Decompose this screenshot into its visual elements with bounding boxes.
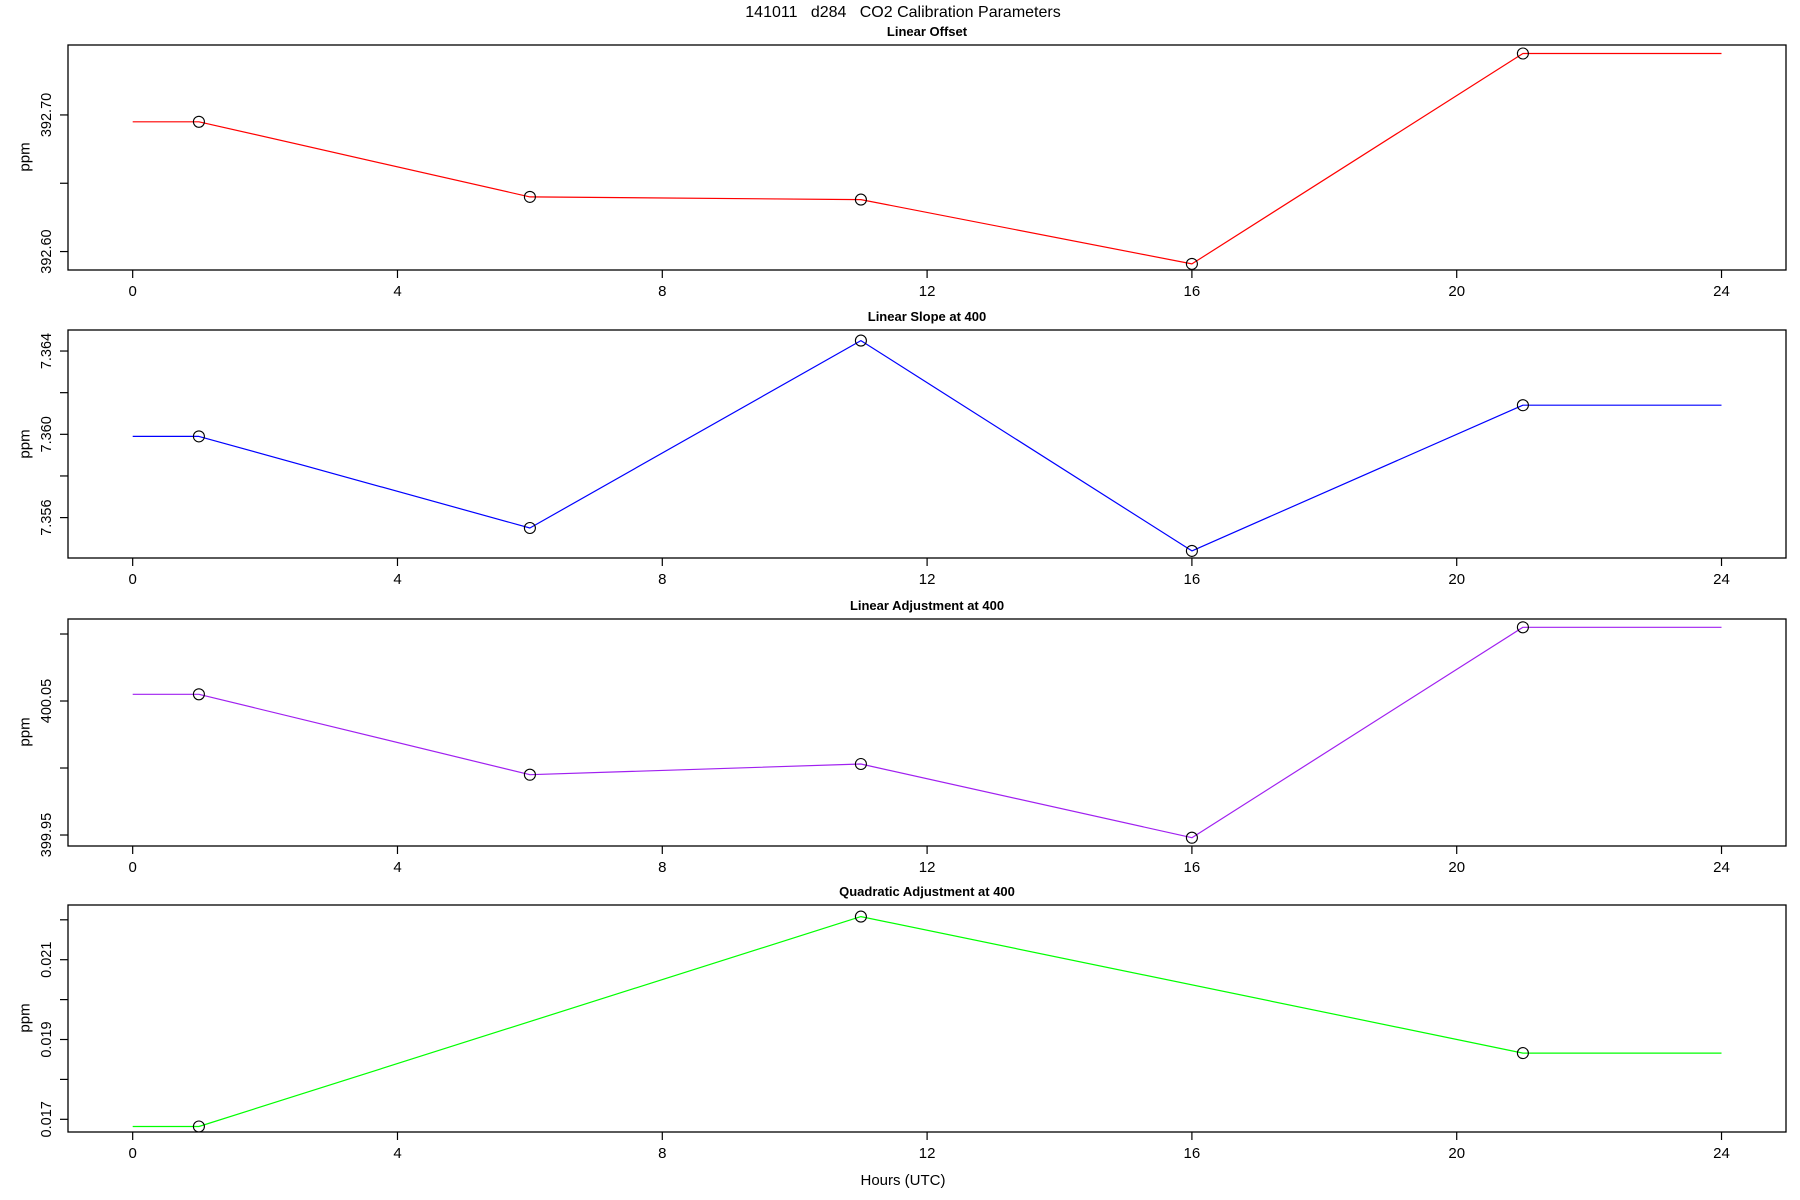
panel-1: 392.60 392.70 0 4 8 12 16 20 24 xyxy=(39,44,1787,300)
y-axis-label-panel-3: ppm xyxy=(16,717,34,747)
data-point-marker xyxy=(192,115,205,128)
x-tick-label: 4 xyxy=(393,1145,401,1162)
x-tick-label: 0 xyxy=(129,859,137,876)
plot-box xyxy=(67,904,1787,1133)
x-tick-label: 24 xyxy=(1713,859,1730,876)
series-line xyxy=(132,626,1722,839)
data-point-marker xyxy=(1516,621,1529,634)
data-point-marker xyxy=(523,768,536,781)
series-line xyxy=(132,52,1722,265)
y-axis-label-panel-4: ppm xyxy=(16,1003,34,1033)
y-tick-label: 392.70 xyxy=(39,93,55,137)
x-tick-label: 20 xyxy=(1448,571,1465,588)
x-tick-label: 4 xyxy=(393,859,401,876)
y-tick-label: 7.360 xyxy=(39,416,55,452)
panel-title-quadratic-adjustment: Quadratic Adjustment at 400 xyxy=(839,884,1015,899)
data-point-marker xyxy=(854,334,867,347)
x-tick-label: 12 xyxy=(919,571,936,588)
y-tick-label: 392.60 xyxy=(39,229,55,273)
data-point-marker xyxy=(1516,1047,1529,1060)
data-point-marker xyxy=(523,190,536,203)
x-tick-label: 24 xyxy=(1713,571,1730,588)
x-tick-label: 0 xyxy=(129,571,137,588)
x-tick-label: 20 xyxy=(1448,1145,1465,1162)
data-point-marker xyxy=(1185,831,1198,844)
x-tick-label: 4 xyxy=(393,571,401,588)
x-axis-label: Hours (UTC) xyxy=(860,1172,946,1189)
data-point-marker xyxy=(1516,47,1529,60)
x-tick-label: 20 xyxy=(1448,859,1465,876)
x-tick-label: 24 xyxy=(1713,283,1730,300)
y-tick-label: 399.95 xyxy=(39,813,55,857)
panel-3: 399.95 400.05 0 4 8 12 16 20 24 xyxy=(39,618,1787,876)
y-tick-label: 0.021 xyxy=(39,942,55,978)
data-point-marker xyxy=(854,757,867,771)
x-tick-label: 12 xyxy=(919,859,936,876)
x-tick-label: 16 xyxy=(1184,571,1201,588)
x-tick-label: 20 xyxy=(1448,283,1465,300)
x-tick-label: 8 xyxy=(658,571,666,588)
series-line xyxy=(132,340,1722,552)
x-tick-label: 12 xyxy=(919,283,936,300)
panel-title-linear-slope: Linear Slope at 400 xyxy=(867,309,987,324)
panel-4: 0.017 0.019 0.021 0 4 8 12 16 20 24 xyxy=(39,904,1787,1162)
series-line xyxy=(132,915,1722,1128)
data-point-marker xyxy=(854,193,867,206)
x-tick-label: 0 xyxy=(129,1145,137,1162)
x-tick-label: 16 xyxy=(1184,283,1201,300)
y-tick-label: 400.05 xyxy=(39,679,55,723)
x-tick-label: 4 xyxy=(393,283,401,300)
x-tick-label: 12 xyxy=(919,1145,936,1162)
y-axis-label-panel-1: ppm xyxy=(16,142,34,172)
data-point-marker xyxy=(192,430,205,443)
plot-box xyxy=(67,329,1787,559)
x-tick-label: 24 xyxy=(1713,1145,1730,1162)
data-point-marker xyxy=(192,688,205,701)
x-tick-label: 0 xyxy=(129,283,137,300)
panel-title-linear-offset: Linear Offset xyxy=(886,24,968,39)
panel-2: 7.356 7.360 7.364 0 4 8 12 16 20 24 xyxy=(39,329,1787,588)
data-point-marker xyxy=(192,1120,205,1133)
plot-box xyxy=(67,44,1787,271)
y-axis-label-panel-2: ppm xyxy=(16,429,34,459)
plot-box xyxy=(67,618,1787,847)
x-tick-label: 8 xyxy=(658,1145,666,1162)
figure-title: 141011 d284 CO2 Calibration Parameters xyxy=(745,4,1061,21)
y-tick-label: 7.356 xyxy=(39,499,55,535)
y-tick-label: 0.019 xyxy=(39,1021,55,1057)
x-tick-label: 16 xyxy=(1184,1145,1201,1162)
x-tick-label: 8 xyxy=(658,283,666,300)
data-point-marker xyxy=(1185,257,1198,270)
y-tick-label: 0.017 xyxy=(39,1101,55,1137)
data-point-marker xyxy=(1185,544,1198,557)
x-tick-label: 16 xyxy=(1184,859,1201,876)
y-tick-label: 7.364 xyxy=(39,333,55,369)
data-point-marker xyxy=(1516,399,1529,412)
panel-title-linear-adjustment: Linear Adjustment at 400 xyxy=(849,598,1005,613)
data-point-marker xyxy=(523,521,536,535)
data-point-marker xyxy=(854,910,867,923)
x-tick-label: 8 xyxy=(658,859,666,876)
